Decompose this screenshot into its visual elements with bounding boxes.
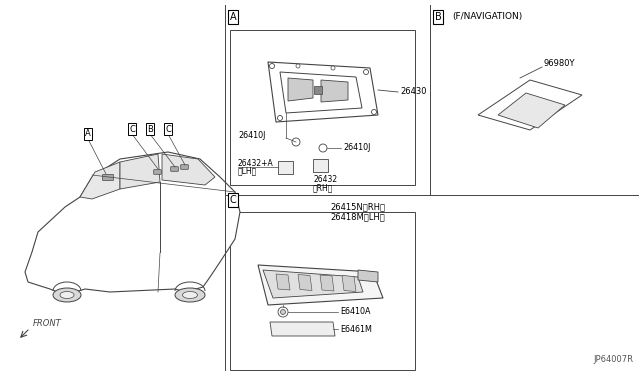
Text: C: C xyxy=(129,125,135,134)
Text: B: B xyxy=(435,12,442,22)
Text: FRONT: FRONT xyxy=(33,319,61,328)
Polygon shape xyxy=(321,80,348,102)
Circle shape xyxy=(269,64,275,68)
Ellipse shape xyxy=(60,292,74,298)
Ellipse shape xyxy=(53,288,81,302)
Polygon shape xyxy=(288,78,313,101)
Circle shape xyxy=(278,307,288,317)
Polygon shape xyxy=(263,270,363,298)
Polygon shape xyxy=(314,86,322,94)
Text: A: A xyxy=(85,129,91,138)
Polygon shape xyxy=(80,162,120,199)
Text: E6461M: E6461M xyxy=(340,324,372,334)
FancyBboxPatch shape xyxy=(180,165,188,169)
Polygon shape xyxy=(298,275,312,291)
Polygon shape xyxy=(320,275,334,291)
Text: C: C xyxy=(230,195,236,205)
Text: (F/NAVIGATION): (F/NAVIGATION) xyxy=(452,13,522,22)
Circle shape xyxy=(280,310,285,314)
Text: 26410J: 26410J xyxy=(238,131,266,141)
Polygon shape xyxy=(358,270,378,282)
Polygon shape xyxy=(342,276,356,292)
Text: 26430: 26430 xyxy=(400,87,426,96)
Polygon shape xyxy=(162,154,215,185)
Text: 96980Y: 96980Y xyxy=(544,60,575,68)
Ellipse shape xyxy=(175,288,205,302)
FancyBboxPatch shape xyxy=(154,170,161,174)
Polygon shape xyxy=(25,152,240,293)
Circle shape xyxy=(331,66,335,70)
Text: 26432: 26432 xyxy=(313,176,337,185)
Circle shape xyxy=(292,138,300,146)
Circle shape xyxy=(371,109,376,115)
Polygon shape xyxy=(498,93,565,128)
Circle shape xyxy=(319,144,327,152)
FancyBboxPatch shape xyxy=(171,167,179,171)
Text: B: B xyxy=(147,125,153,134)
Text: （LH）: （LH） xyxy=(238,167,257,176)
Text: 26410J: 26410J xyxy=(343,144,371,153)
Circle shape xyxy=(278,115,282,121)
Polygon shape xyxy=(258,265,383,305)
Polygon shape xyxy=(478,80,582,130)
Text: A: A xyxy=(230,12,236,22)
Text: E6410A: E6410A xyxy=(340,308,371,317)
Polygon shape xyxy=(120,154,160,189)
Circle shape xyxy=(364,70,369,74)
FancyBboxPatch shape xyxy=(230,212,415,370)
Ellipse shape xyxy=(182,292,198,298)
Polygon shape xyxy=(313,159,328,172)
FancyBboxPatch shape xyxy=(230,30,415,185)
FancyBboxPatch shape xyxy=(102,174,113,180)
Text: 26432+A: 26432+A xyxy=(238,158,274,167)
Polygon shape xyxy=(270,322,335,336)
Text: C: C xyxy=(165,125,171,134)
Text: 26418M（LH）: 26418M（LH） xyxy=(330,212,385,221)
Text: 26415N（RH）: 26415N（RH） xyxy=(330,202,385,212)
Text: （RH）: （RH） xyxy=(313,183,333,192)
Text: JP64007R: JP64007R xyxy=(593,355,633,364)
Polygon shape xyxy=(278,161,293,174)
Circle shape xyxy=(296,64,300,68)
Polygon shape xyxy=(276,274,290,290)
